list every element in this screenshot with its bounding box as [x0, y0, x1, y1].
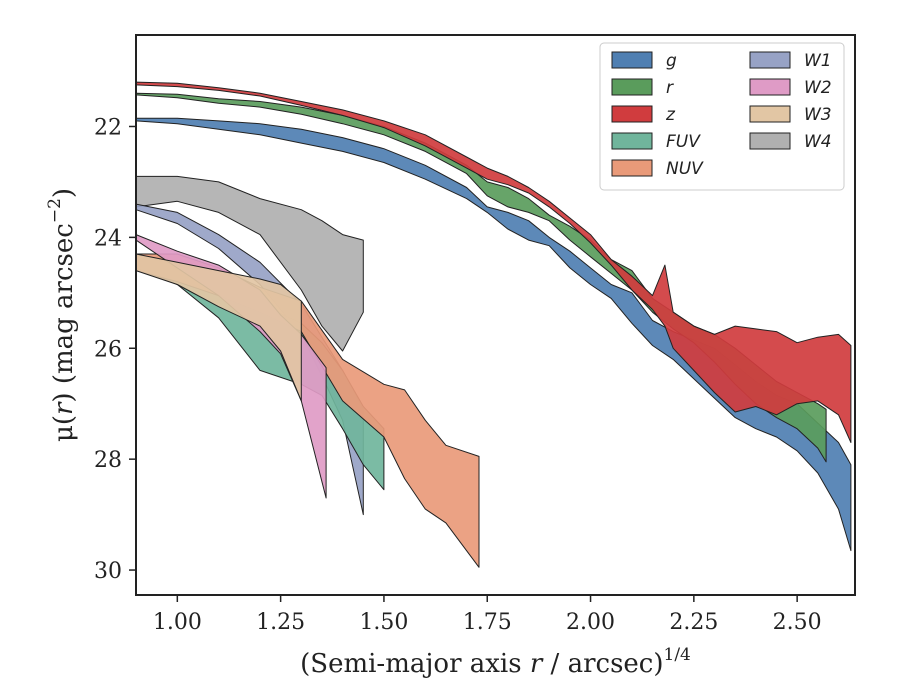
y-tick-label: 24	[94, 226, 122, 251]
legend-label-w4: W4	[804, 132, 832, 152]
x-tick-label: 1.00	[153, 610, 202, 635]
y-axis-label-var: r	[49, 401, 79, 415]
legend-swatch-z	[611, 105, 653, 123]
legend-label-w2: W2	[804, 78, 832, 98]
y-axis-label-sup: −2	[45, 198, 65, 223]
y-tick-label: 26	[94, 337, 122, 362]
band-r	[135, 92, 827, 463]
legend-swatch-w3	[749, 105, 791, 123]
x-tick-label: 2.50	[773, 610, 822, 635]
x-tick-label: 1.75	[463, 610, 512, 635]
legend-label-w1: W1	[804, 51, 832, 71]
x-tick-label: 1.25	[256, 610, 305, 635]
legend-swatch-g	[611, 51, 653, 69]
legend: grz FUV NUV W1 W2 W3 W4	[599, 42, 845, 191]
legend-label-z: z	[665, 105, 676, 125]
x-tick-label: 2.25	[669, 610, 718, 635]
x-axis-ticks: 1.00 1.25 1.50 1.75 2.00 2.25 2.50	[153, 595, 822, 635]
x-axis-label-text: (Semi-major axis	[300, 649, 530, 679]
legend-label-r: r	[666, 78, 674, 98]
x-tick-label: 2.00	[566, 610, 615, 635]
legend-label-nuv: NUV	[666, 159, 704, 179]
band-w4	[135, 175, 364, 352]
y-axis-label: μ(r) (mag arcsec−2)	[45, 188, 79, 442]
legend-swatch-w1	[749, 51, 791, 69]
legend-label-g: g	[666, 51, 677, 71]
x-axis-label-text-2: / arcsec)	[542, 649, 663, 679]
y-axis-ticks: 22 24 26 28 30	[94, 115, 136, 584]
legend-swatch-nuv	[611, 159, 653, 177]
y-axis-label-text-2: ) (mag arcsec	[49, 223, 79, 402]
legend-swatch-w4	[749, 132, 791, 150]
y-axis-label-close: )	[49, 188, 79, 198]
y-axis-label-text: μ(	[49, 415, 79, 442]
x-axis-label-sup: 1/4	[664, 645, 691, 665]
plot-frame	[135, 34, 856, 596]
y-tick-label: 22	[94, 115, 122, 140]
y-tick-label: 30	[94, 559, 122, 584]
x-axis-label: (Semi-major axis r / arcsec)1/4	[300, 645, 691, 679]
legend-swatch-r	[611, 78, 653, 96]
band-z	[135, 81, 852, 443]
legend-label-w3: W3	[804, 105, 832, 125]
band-g	[135, 117, 852, 552]
band-w3	[135, 253, 302, 402]
legend-label-fuv: FUV	[666, 132, 701, 152]
x-tick-label: 1.50	[359, 610, 408, 635]
series-bands	[135, 81, 852, 568]
y-tick-label: 28	[94, 448, 122, 473]
legend-swatch-fuv	[611, 132, 653, 150]
legend-swatch-w2	[749, 78, 791, 96]
x-axis-label-var: r	[530, 649, 544, 679]
